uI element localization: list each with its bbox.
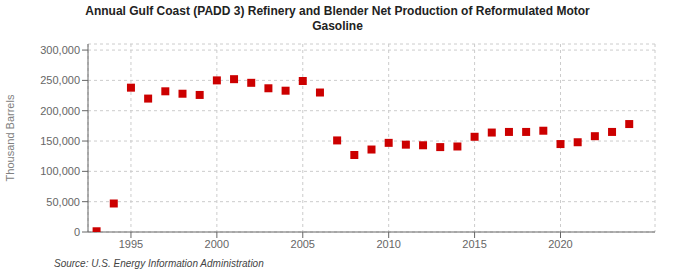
html-text:Annual Gulf Coast (PADD 3) Ref: Annual Gulf Coast (PADD 3) Refinery and …	[85, 4, 590, 18]
svg-text:100,000: 100,000	[40, 165, 80, 177]
svg-text:2010: 2010	[376, 238, 400, 250]
svg-text:250,000: 250,000	[40, 74, 80, 86]
svg-text:200,000: 200,000	[40, 105, 80, 117]
svg-text:150,000: 150,000	[40, 135, 80, 147]
html-text:Source: U.S. Energy Informatio: Source: U.S. Energy Information Administ…	[54, 258, 264, 269]
html-text:Gasoline: Gasoline	[312, 19, 363, 33]
svg-text:300,000: 300,000	[40, 44, 80, 56]
svg-text:2005: 2005	[291, 238, 315, 250]
svg-text:2000: 2000	[205, 238, 229, 250]
svg-text:1995: 1995	[119, 238, 143, 250]
svg-text:2015: 2015	[462, 238, 486, 250]
svg-text:0: 0	[74, 226, 80, 238]
svg-text:Thousand Barrels: Thousand Barrels	[8, 94, 16, 181]
svg-text:50,000: 50,000	[46, 196, 80, 208]
svg-text:2020: 2020	[548, 238, 572, 250]
